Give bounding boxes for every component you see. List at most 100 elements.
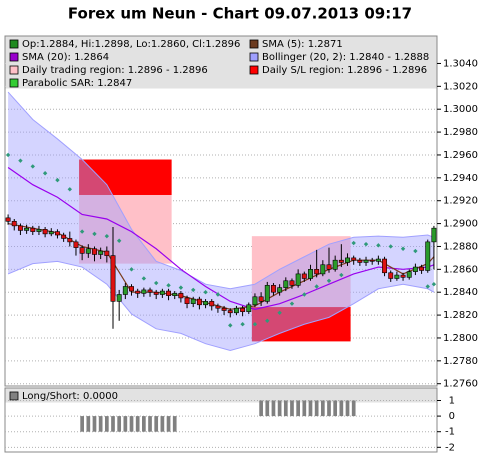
candle-body xyxy=(153,291,159,295)
y-tick-label: 1.3040 xyxy=(443,58,478,69)
region xyxy=(251,307,351,342)
bar xyxy=(290,400,294,417)
sar-dot xyxy=(413,248,418,254)
sar-dot xyxy=(203,290,208,295)
legend-label: Long/Short: 0.0000 xyxy=(22,391,118,402)
candle-body xyxy=(98,250,104,255)
candle-body xyxy=(190,298,196,304)
y-tick-label: -1 xyxy=(445,427,455,438)
bar xyxy=(296,400,300,417)
candle-body xyxy=(227,310,233,314)
legend-label: SMA (5): 1.2871 xyxy=(262,39,343,50)
bar xyxy=(265,400,270,417)
legend-box xyxy=(5,388,437,403)
candle-body xyxy=(30,227,36,232)
candle-body xyxy=(141,289,147,294)
sar-dot xyxy=(289,301,295,306)
candle-body xyxy=(159,290,165,295)
bar xyxy=(160,416,165,432)
bar xyxy=(271,400,276,417)
sar-dot xyxy=(42,171,48,176)
bar xyxy=(320,400,325,417)
legend-label: Op:1.2884, Hi:1.2898, Lo:1.2860, Cl:1.28… xyxy=(22,39,240,50)
bar xyxy=(98,416,103,432)
candle-body xyxy=(233,307,239,314)
bar xyxy=(92,416,97,432)
y-tick-label: 1 xyxy=(449,395,455,406)
candle-body xyxy=(61,234,67,239)
sar-dot xyxy=(400,246,406,251)
sar-dot xyxy=(314,284,319,289)
sar-dot xyxy=(388,244,393,249)
candle-body xyxy=(209,301,215,307)
sar-dot xyxy=(67,187,72,192)
sar-dot xyxy=(228,323,233,328)
candle-body xyxy=(54,231,60,236)
bar xyxy=(327,400,331,417)
sar-dot xyxy=(363,241,369,247)
bar xyxy=(302,400,307,417)
bar xyxy=(339,400,344,417)
candle-body xyxy=(264,285,270,302)
bar xyxy=(351,400,356,417)
sar-dot xyxy=(425,284,430,289)
y-tick-label: 1.2940 xyxy=(443,173,478,184)
sar-dot xyxy=(141,276,147,281)
sar-dot xyxy=(339,272,344,278)
candle-body xyxy=(425,241,431,271)
bar xyxy=(308,400,313,417)
sar-dot xyxy=(5,152,11,158)
candle-body xyxy=(295,273,301,286)
chart-title: Forex um Neun - Chart 09.07.2013 09:17 xyxy=(68,5,412,23)
legend-label: Bollinger (20, 2): 1.2840 - 1.2888 xyxy=(262,52,429,63)
candle-body xyxy=(308,269,313,279)
candle-body xyxy=(166,290,172,296)
y-tick-label: 1.2760 xyxy=(443,379,478,390)
y-tick-label: -2 xyxy=(445,442,455,453)
y-tick-label: 1.3000 xyxy=(443,104,478,115)
candle-body xyxy=(42,229,48,235)
y-tick-label: 0 xyxy=(449,411,455,422)
bar xyxy=(166,416,171,432)
candle-body xyxy=(147,289,153,293)
candle-body xyxy=(301,273,307,279)
bollinger-upper xyxy=(7,91,435,290)
candle-body xyxy=(122,286,128,295)
candle-body xyxy=(326,264,332,270)
sar-dot xyxy=(265,318,270,324)
y-tick-label: 1.2880 xyxy=(443,241,478,252)
sar-dot xyxy=(252,322,258,327)
sar-dot xyxy=(116,238,122,243)
candle-body xyxy=(332,259,338,270)
sma-line xyxy=(7,167,435,310)
candle-body xyxy=(48,231,54,235)
sar-dot xyxy=(240,322,245,327)
legend-label: Daily S/L region: 1.2896 - 1.2896 xyxy=(262,65,427,76)
candle-body xyxy=(345,257,350,263)
bar xyxy=(111,416,115,432)
sar-dot xyxy=(277,310,282,315)
legend-label: Parabolic SAR: 1.2847 xyxy=(22,78,132,89)
legend-swatch xyxy=(9,78,19,88)
candle-body xyxy=(406,271,412,278)
y-tick-label: 1.2920 xyxy=(443,196,478,207)
legend-box xyxy=(5,36,437,89)
bar xyxy=(333,400,338,417)
sar-dot xyxy=(18,158,23,163)
candle-body xyxy=(172,293,178,296)
y-tick-label: 1.2820 xyxy=(443,310,478,321)
candle-body xyxy=(252,296,258,306)
candle-body xyxy=(419,266,425,271)
candle-body xyxy=(196,298,202,306)
candle-body xyxy=(36,229,42,232)
candle-body xyxy=(215,305,221,309)
bar xyxy=(283,400,288,417)
bar xyxy=(117,416,122,432)
bar xyxy=(86,416,91,432)
y-tick-label: 1.2840 xyxy=(443,287,478,298)
sar-dot xyxy=(92,231,97,237)
candle-body xyxy=(363,259,369,263)
candle-body xyxy=(85,248,91,254)
sar-dot xyxy=(191,287,196,293)
